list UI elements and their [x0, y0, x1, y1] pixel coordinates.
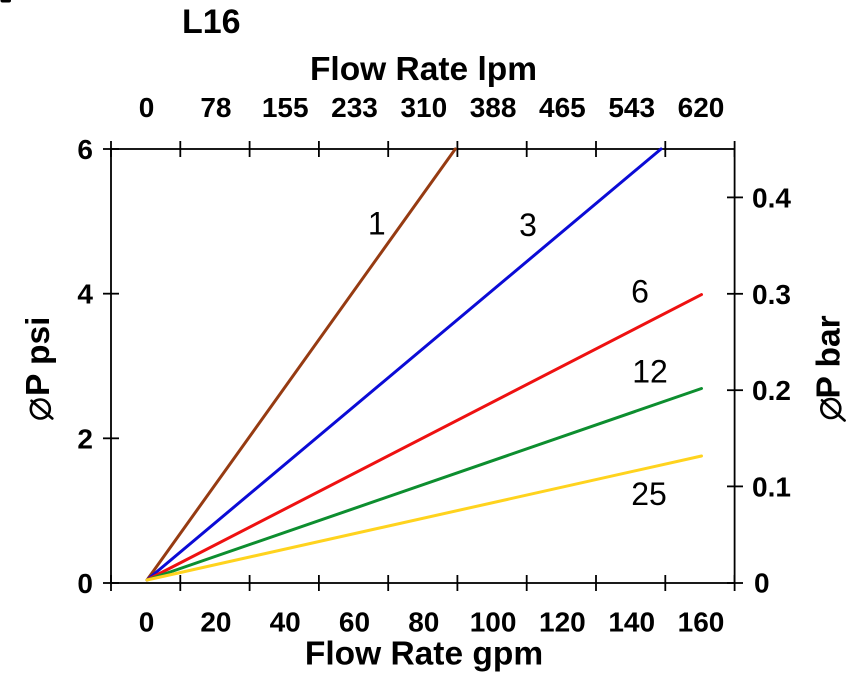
svg-text:0.2: 0.2 [752, 375, 791, 406]
svg-text:4: 4 [77, 279, 93, 310]
svg-text:60: 60 [339, 607, 370, 638]
svg-text:0.4: 0.4 [752, 182, 791, 213]
svg-text:6: 6 [77, 134, 93, 165]
svg-text:1: 1 [368, 206, 386, 242]
svg-text:0: 0 [77, 568, 93, 599]
svg-text:233: 233 [331, 92, 378, 123]
svg-text:25: 25 [631, 476, 667, 512]
svg-text:80: 80 [408, 607, 439, 638]
svg-text:0.1: 0.1 [752, 471, 791, 502]
svg-text:P psi: P psi [20, 317, 57, 396]
svg-text:120: 120 [539, 607, 586, 638]
svg-text:12: 12 [632, 354, 668, 390]
svg-text:620: 620 [678, 92, 725, 123]
svg-text:140: 140 [608, 607, 655, 638]
svg-text:100: 100 [470, 607, 517, 638]
svg-text:20: 20 [200, 607, 231, 638]
svg-text:0: 0 [754, 568, 770, 599]
svg-text:40: 40 [270, 607, 301, 638]
svg-text:543: 543 [608, 92, 655, 123]
svg-text:78: 78 [200, 92, 231, 123]
svg-text:388: 388 [470, 92, 517, 123]
svg-text:L16: L16 [182, 3, 241, 41]
svg-text:0: 0 [139, 607, 155, 638]
svg-text:155: 155 [262, 92, 309, 123]
svg-text:3: 3 [519, 207, 537, 243]
svg-text:465: 465 [539, 92, 586, 123]
svg-text:160: 160 [678, 607, 725, 638]
svg-text:6: 6 [631, 274, 649, 310]
svg-text:310: 310 [400, 92, 447, 123]
svg-text:P bar: P bar [811, 315, 848, 398]
svg-text:0.3: 0.3 [752, 279, 791, 310]
svg-text:Flow Rate lpm: Flow Rate lpm [310, 51, 537, 88]
svg-text:2: 2 [77, 423, 93, 454]
svg-text:0: 0 [139, 92, 155, 123]
svg-text:Flow Rate gpm: Flow Rate gpm [305, 636, 543, 673]
